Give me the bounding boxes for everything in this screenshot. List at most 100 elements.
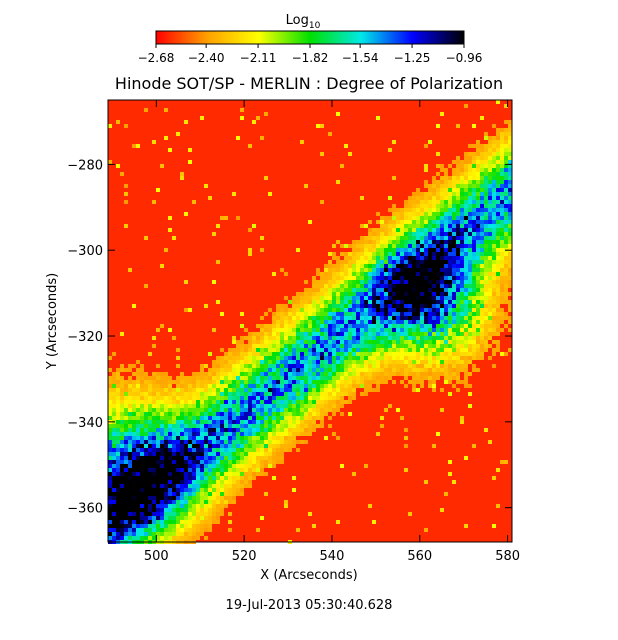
heatmap-cell xyxy=(396,304,400,308)
heatmap-cell xyxy=(336,356,340,360)
heatmap-cell xyxy=(232,368,236,372)
heatmap-cell xyxy=(360,292,364,296)
heatmap-cell xyxy=(244,408,248,412)
heatmap-cell xyxy=(124,464,128,468)
heatmap-cell xyxy=(304,380,308,384)
heatmap-cell xyxy=(264,324,268,328)
heatmap-cell xyxy=(472,444,476,448)
heatmap-cell xyxy=(136,360,140,364)
heatmap-cell xyxy=(460,256,464,260)
heatmap-cell xyxy=(152,408,156,412)
heatmap-cell xyxy=(332,356,336,360)
heatmap-cell xyxy=(324,360,328,364)
heatmap-cell xyxy=(328,336,332,340)
heatmap-cell xyxy=(472,308,476,312)
heatmap-cell xyxy=(312,392,316,396)
heatmap-cell xyxy=(224,404,228,408)
heatmap-cell xyxy=(180,384,184,388)
heatmap-cell xyxy=(260,468,264,472)
heatmap-cell xyxy=(364,280,368,284)
heatmap-cell xyxy=(440,332,444,336)
heatmap-cell xyxy=(368,300,372,304)
heatmap-cell xyxy=(116,452,120,456)
heatmap-cell xyxy=(404,280,408,284)
heatmap-cell xyxy=(348,336,352,340)
heatmap-cell xyxy=(196,372,200,376)
heatmap-cell xyxy=(504,208,508,212)
heatmap-cell xyxy=(480,256,484,260)
heatmap-cell xyxy=(192,424,196,428)
heatmap-cell xyxy=(240,376,244,380)
heatmap-cell xyxy=(244,348,248,352)
heatmap-cell xyxy=(288,432,292,436)
heatmap-cell xyxy=(496,144,500,148)
heatmap-cell xyxy=(108,380,112,384)
heatmap-cell xyxy=(428,300,432,304)
heatmap-cell xyxy=(452,356,456,360)
heatmap-cell xyxy=(260,388,264,392)
heatmap-cell xyxy=(168,388,172,392)
heatmap-cell xyxy=(244,436,248,440)
heatmap-cell xyxy=(492,324,496,328)
heatmap-cell xyxy=(452,284,456,288)
heatmap-cell xyxy=(284,324,288,328)
heatmap-cell xyxy=(456,316,460,320)
heatmap-cell xyxy=(448,380,452,384)
heatmap-cell xyxy=(196,436,200,440)
heatmap-cell xyxy=(188,476,192,480)
heatmap-cell xyxy=(340,252,344,256)
heatmap-cell xyxy=(148,464,152,468)
heatmap-cell xyxy=(488,232,492,236)
heatmap-cell xyxy=(264,492,268,496)
heatmap-cell xyxy=(284,444,288,448)
heatmap-cell xyxy=(416,348,420,352)
heatmap-cell xyxy=(456,368,460,372)
heatmap-cell xyxy=(168,404,172,408)
heatmap-cell xyxy=(448,192,452,196)
heatmap-cell xyxy=(200,456,204,460)
heatmap-cell xyxy=(252,352,256,356)
heatmap-cell xyxy=(456,172,460,176)
heatmap-cell xyxy=(276,320,280,324)
heatmap-cell xyxy=(308,300,312,304)
heatmap-cell xyxy=(300,292,304,296)
heatmap-cell xyxy=(412,304,416,308)
heatmap-cell xyxy=(220,468,224,472)
heatmap-cell xyxy=(452,160,456,164)
heatmap-cell xyxy=(280,368,284,372)
heatmap-cell xyxy=(360,244,364,248)
heatmap-cell xyxy=(372,256,376,260)
heatmap-cell xyxy=(304,416,308,420)
heatmap-cell xyxy=(360,316,364,320)
heatmap-cell xyxy=(144,464,148,468)
plot-frame xyxy=(107,99,513,543)
heatmap-cell xyxy=(404,384,408,388)
heatmap-cell xyxy=(420,228,424,232)
heatmap-cell xyxy=(396,356,400,360)
heatmap-cell xyxy=(108,392,112,396)
heatmap-cell xyxy=(420,220,424,224)
heatmap-cell xyxy=(296,420,300,424)
heatmap-cell xyxy=(260,384,264,388)
heatmap-cell xyxy=(484,148,488,152)
heatmap-cell xyxy=(248,420,252,424)
heatmap-cell xyxy=(284,320,288,324)
heatmap-cell xyxy=(376,292,380,296)
heatmap-cell xyxy=(428,368,432,372)
heatmap-cell xyxy=(232,348,236,352)
heatmap-cell xyxy=(416,292,420,296)
heatmap-cell xyxy=(436,324,440,328)
heatmap-cell xyxy=(352,308,356,312)
heatmap-cell xyxy=(144,524,148,528)
heatmap-cell xyxy=(136,428,140,432)
heatmap-cell xyxy=(452,332,456,336)
heatmap-cell xyxy=(384,272,388,276)
heatmap-cell xyxy=(336,372,340,376)
heatmap-cell xyxy=(132,520,136,524)
heatmap-cell xyxy=(416,228,420,232)
heatmap-cell xyxy=(384,260,388,264)
heatmap-cell xyxy=(152,448,156,452)
heatmap-cell xyxy=(428,344,432,348)
heatmap-cell xyxy=(140,500,144,504)
heatmap-cell xyxy=(108,396,112,400)
